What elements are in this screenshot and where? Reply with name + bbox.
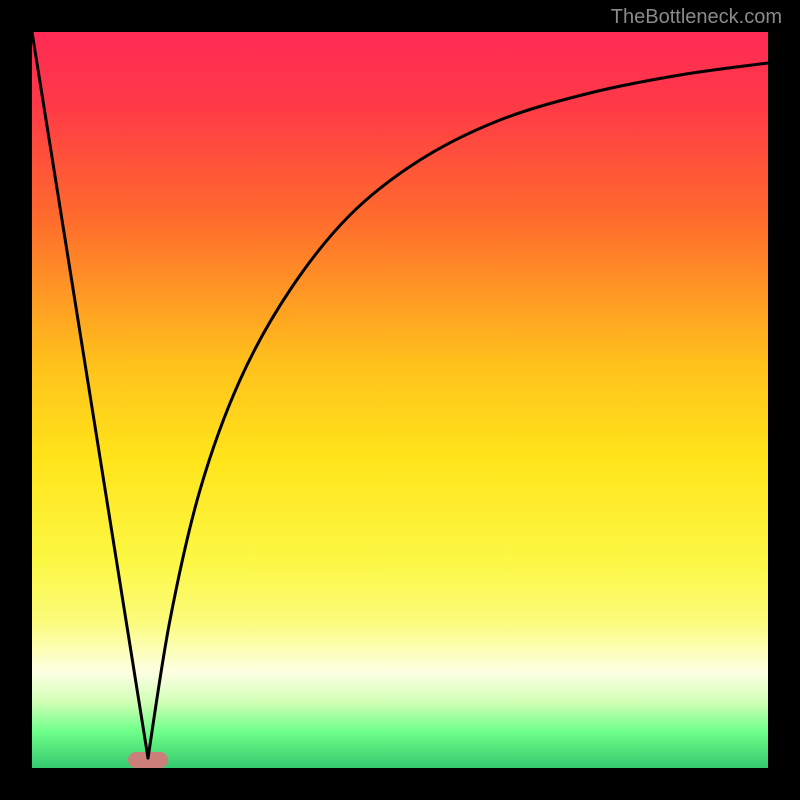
chart-background-gradient — [32, 32, 768, 768]
watermark-text: TheBottleneck.com — [611, 6, 782, 29]
bottleneck-chart — [0, 0, 800, 800]
chart-container — [0, 0, 800, 800]
